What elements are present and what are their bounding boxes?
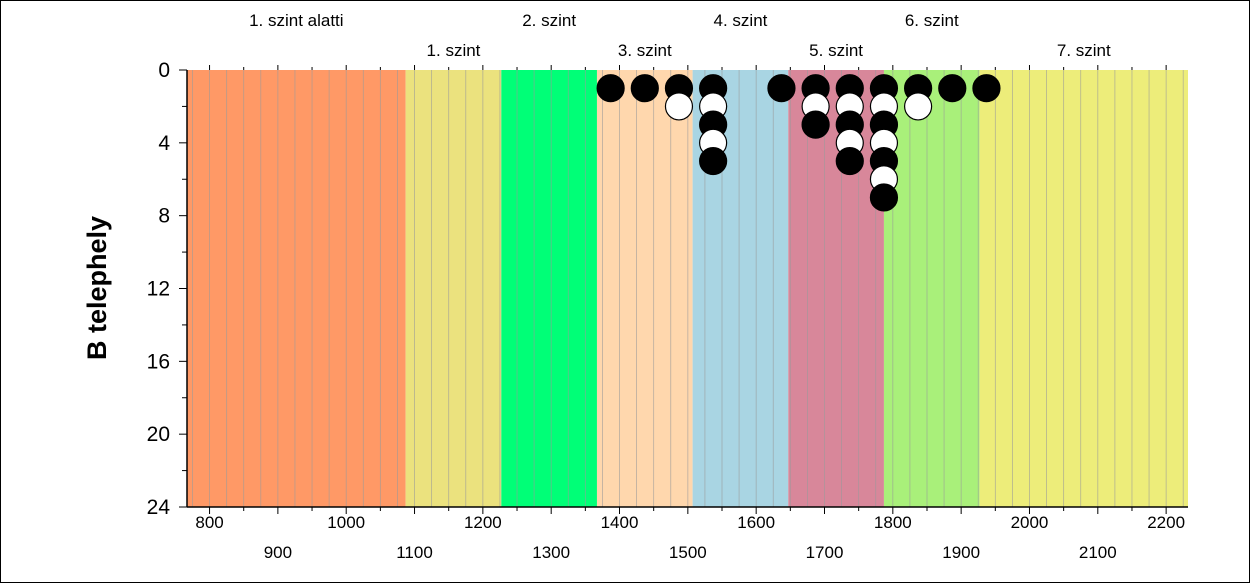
data-point-white [904,92,933,121]
x-tick-label: 1100 [396,543,433,562]
y-tick-label: 0 [158,59,170,82]
x-tick-label: 1300 [532,543,570,562]
zone-band [788,70,884,507]
gridlines [192,70,1184,507]
x-tick-label: 1900 [942,543,980,562]
zone-band [501,70,597,507]
data-points [596,74,1001,212]
x-tick-label: 2200 [1147,513,1185,532]
zone-band [883,70,980,507]
data-point-black [972,74,1001,103]
x-tick-label: 2000 [1011,513,1049,532]
x-tick-label: 1200 [464,513,502,532]
x-tick-label: 1800 [874,513,912,532]
data-point-black [801,110,830,139]
y-tick-label: 12 [147,278,170,301]
y-axis-title: B telephely [82,216,112,360]
zone-label: 5. szint [809,41,863,60]
x-ticks: 800 1000 1200 1400 1600 1800 2000 2200 900 1100 13… [195,65,1185,562]
data-point-black [699,146,728,176]
zone-band [405,70,502,507]
y-tick-label: 20 [147,423,170,446]
data-point-black [596,74,625,103]
zone-band [979,70,1188,507]
x-tick-label: 1000 [327,513,365,532]
y-tick-label: 24 [147,496,171,519]
zone-label: 4. szint [714,11,768,30]
x-tick-label: 1700 [806,543,844,562]
y-ticks: 0 4 8 12 16 20 24 [147,59,187,519]
y-tick-label: 8 [158,205,170,228]
data-point-black [835,146,864,176]
zone-label: 1. szint [427,41,481,60]
zone-label: 6. szint [905,11,959,30]
data-point-white [664,92,694,121]
data-point-black [630,74,659,103]
zone-labels: 1. szint alatti 1. szint 2. szint 3. szint 4… [249,11,1111,60]
data-point-black [869,183,899,212]
x-tick-label: 900 [264,543,292,562]
zone-label: 1. szint alatti [249,11,344,30]
zone-band [187,70,406,507]
data-point-black [767,74,796,103]
x-tick-label: 800 [195,513,223,532]
data-point-black [938,74,967,103]
y-tick-label: 16 [147,350,170,373]
zone-label: 3. szint [618,41,672,60]
x-tick-label: 1500 [669,543,707,562]
zone-band [596,70,693,507]
x-tick-label: 1600 [737,513,775,532]
zone-label: 2. szint [522,11,576,30]
y-tick-label: 4 [158,132,170,155]
x-tick-label: 1400 [601,513,639,532]
x-tick-label: 2100 [1079,543,1117,562]
zone-label: 7. szint [1057,41,1111,60]
